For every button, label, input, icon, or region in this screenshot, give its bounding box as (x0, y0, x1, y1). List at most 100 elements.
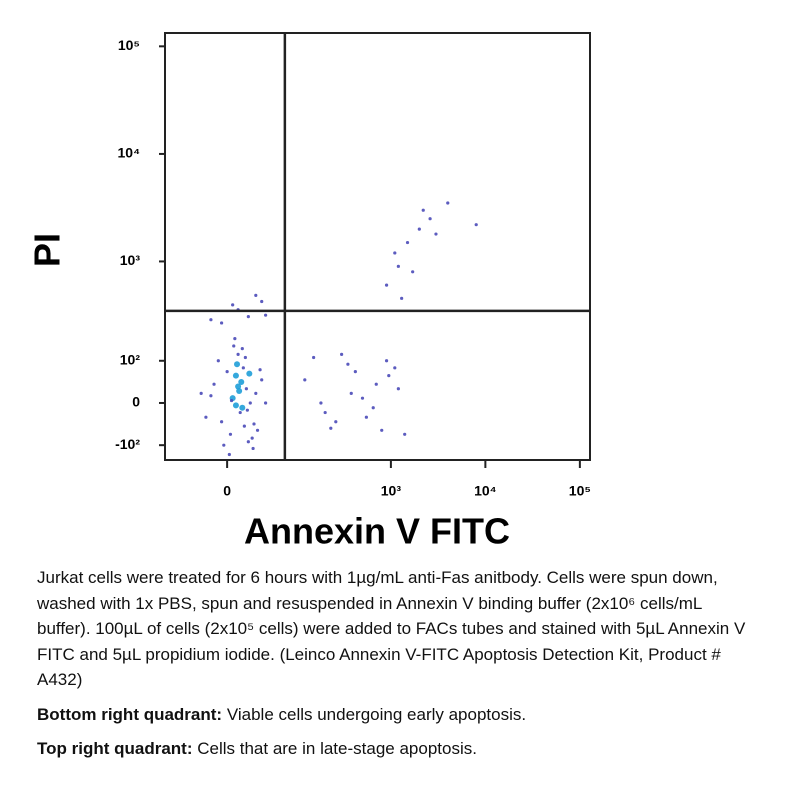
data-point (260, 378, 264, 382)
data-point (248, 401, 252, 405)
data-point (234, 361, 241, 368)
data-point (323, 410, 327, 415)
data-point (393, 251, 397, 255)
note: Bottom right quadrant: Viable cells unde… (37, 702, 752, 728)
y-tick-label: 10² (120, 351, 141, 367)
data-point (400, 296, 404, 300)
chart: Annexin V FITC PI -10² 0 10² 10³ 10⁴ 10⁵ 0 10³ 1… (27, 32, 591, 552)
data-point (374, 382, 378, 386)
data-point (236, 352, 240, 356)
y-tick-label: 10³ (120, 252, 141, 268)
data-point (246, 315, 250, 319)
data-point (220, 420, 224, 424)
y-tick-label: 10⁵ (118, 37, 140, 53)
data-point (242, 424, 246, 428)
data-point (222, 443, 226, 447)
data-point (255, 428, 260, 432)
data-point (334, 420, 338, 424)
data-point (319, 401, 323, 405)
x-tick-label: 10⁵ (569, 483, 591, 499)
data-point (340, 352, 344, 356)
caption: Jurkat cells were treated for 6 hours wi… (37, 565, 752, 771)
data-point (384, 283, 389, 287)
data-point (254, 293, 258, 297)
data-point (246, 440, 250, 444)
data-point (371, 406, 375, 410)
data-point (251, 446, 255, 451)
data-point (243, 355, 247, 360)
data-point (360, 396, 365, 400)
data-point (250, 436, 254, 440)
data-point (329, 426, 333, 430)
data-point (252, 422, 256, 426)
data-point (240, 347, 244, 351)
data-point (204, 415, 208, 419)
data-point (474, 223, 478, 227)
data-point (241, 366, 245, 370)
y-axis-label: PI (27, 233, 68, 267)
data-point (396, 264, 400, 268)
note: Top right quadrant: Cells that are in la… (37, 736, 752, 762)
plot-frame (164, 32, 591, 461)
data-point (228, 432, 233, 436)
data-point (403, 432, 407, 436)
data-point (312, 355, 316, 360)
note-text: Cells that are in late-stage apoptosis. (197, 739, 477, 758)
data-point (244, 387, 248, 391)
data-point (235, 383, 242, 390)
data-point (264, 401, 268, 405)
data-point (254, 391, 258, 396)
data-point (421, 208, 425, 212)
data-point (396, 387, 400, 391)
data-point (380, 428, 384, 432)
data-point (264, 313, 268, 317)
caption-text: Jurkat cells were treated for 6 hours wi… (37, 568, 746, 689)
data-point (239, 404, 246, 411)
data-point (238, 410, 242, 415)
y-tick-label: -10² (115, 436, 140, 452)
y-tick-label: 0 (132, 394, 140, 410)
data-point (209, 394, 213, 398)
data-point (231, 303, 235, 307)
data-point (346, 362, 350, 366)
data-point (232, 402, 239, 409)
data-point (393, 366, 397, 370)
data-point (260, 299, 264, 304)
data-point (236, 388, 243, 395)
data-point (199, 391, 203, 396)
note-label: Bottom right quadrant: (37, 704, 223, 724)
note-label: Top right quadrant: (37, 739, 193, 758)
data-point (216, 359, 220, 363)
data-point (233, 337, 237, 341)
data-point (212, 382, 216, 386)
data-point (411, 270, 415, 274)
data-point (245, 408, 249, 412)
data-point (303, 378, 307, 382)
data-point (209, 318, 213, 322)
data-point (232, 344, 236, 348)
data-point (220, 321, 224, 325)
data-point (428, 217, 432, 221)
data-point (229, 398, 234, 403)
x-tick-label: 10⁴ (474, 483, 497, 499)
data-point (246, 370, 253, 377)
data-point (227, 452, 231, 457)
x-tick-label: 0 (223, 483, 231, 499)
x-tick-label: 10³ (381, 483, 402, 499)
note-text: Viable cells undergoing early apoptosis. (226, 704, 527, 724)
data-point (387, 374, 391, 378)
data-point (417, 227, 421, 231)
data-point (384, 359, 389, 363)
data-point (349, 391, 353, 396)
y-tick-label: 10⁴ (118, 145, 141, 161)
data-point (258, 368, 262, 372)
data-point (225, 370, 229, 374)
data-point (364, 415, 368, 419)
x-axis-label: Annexin V FITC (244, 511, 510, 552)
data-point (446, 201, 450, 205)
data-point (232, 372, 239, 379)
data-point (434, 232, 438, 236)
data-point (353, 370, 357, 374)
data-point (238, 379, 245, 386)
